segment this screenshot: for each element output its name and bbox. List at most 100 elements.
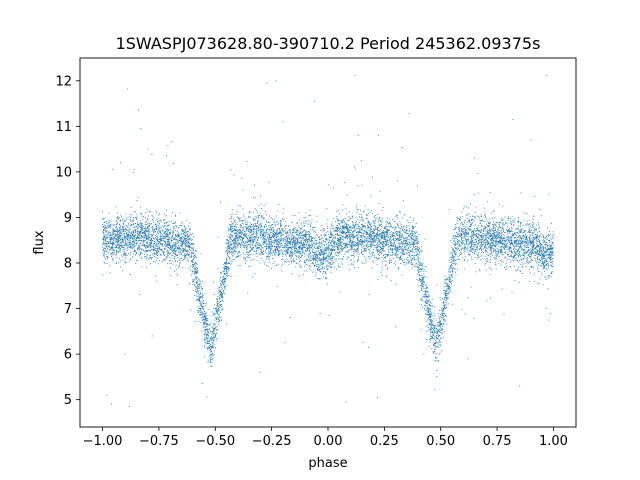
data-point — [486, 253, 488, 255]
data-point — [112, 241, 114, 243]
data-point — [132, 253, 134, 255]
data-point — [497, 251, 499, 253]
data-point — [258, 227, 259, 229]
data-point — [499, 240, 501, 242]
data-point — [341, 232, 342, 233]
data-point — [366, 244, 368, 246]
data-point — [190, 247, 192, 249]
data-point — [369, 250, 371, 252]
data-point — [215, 326, 217, 328]
data-point — [370, 239, 372, 240]
data-point — [337, 220, 339, 222]
data-point — [143, 232, 145, 234]
data-point — [115, 237, 117, 239]
data-point — [496, 232, 498, 234]
data-point — [247, 240, 249, 242]
data-point — [219, 312, 221, 313]
data-point — [467, 239, 469, 241]
data-point — [467, 217, 469, 219]
data-point — [454, 271, 456, 273]
data-point — [251, 237, 253, 239]
data-point — [511, 252, 512, 254]
data-point — [105, 235, 107, 237]
data-point — [299, 251, 301, 252]
data-point — [454, 224, 456, 226]
data-point — [228, 251, 230, 253]
data-point — [189, 228, 191, 230]
data-point — [537, 252, 538, 254]
data-point — [120, 266, 121, 268]
data-point — [470, 236, 471, 238]
data-point — [321, 237, 323, 239]
data-point — [225, 268, 227, 270]
data-point — [106, 234, 108, 236]
data-point — [347, 219, 349, 221]
data-point — [526, 220, 528, 222]
data-point — [468, 238, 469, 240]
data-point — [301, 228, 302, 230]
data-point — [279, 250, 281, 252]
data-point — [468, 243, 470, 245]
data-point — [268, 221, 270, 223]
data-point — [333, 246, 335, 248]
data-point — [167, 224, 169, 226]
data-point — [206, 318, 208, 320]
data-point — [439, 324, 441, 326]
data-point — [526, 246, 528, 248]
data-point — [171, 239, 173, 241]
data-point — [471, 251, 473, 253]
data-point — [302, 226, 304, 228]
data-point — [358, 254, 360, 256]
data-point — [268, 237, 270, 238]
data-point — [351, 264, 353, 266]
data-point — [197, 296, 199, 297]
data-point — [418, 274, 420, 276]
data-point — [541, 272, 543, 274]
data-point — [303, 252, 305, 254]
data-point — [453, 268, 455, 269]
data-point — [404, 246, 406, 248]
data-point — [439, 310, 441, 311]
data-point — [473, 244, 475, 246]
data-point — [462, 231, 464, 233]
data-point — [331, 227, 333, 229]
data-point — [170, 253, 171, 255]
data-point — [228, 257, 230, 259]
data-point — [549, 261, 551, 262]
data-point — [341, 225, 343, 227]
data-point — [489, 243, 491, 245]
data-point — [477, 242, 479, 244]
data-point — [156, 243, 158, 245]
data-point — [524, 252, 526, 254]
data-point — [266, 247, 267, 249]
data-point — [182, 241, 184, 243]
data-point — [323, 250, 325, 251]
data-point — [332, 187, 334, 189]
data-point — [349, 241, 351, 242]
data-point — [371, 267, 373, 269]
data-point — [115, 230, 117, 232]
data-point — [470, 286, 472, 288]
data-point — [391, 239, 393, 241]
data-point — [105, 243, 107, 245]
data-point — [428, 298, 430, 300]
data-point — [394, 225, 396, 227]
data-point — [312, 271, 314, 273]
data-point — [408, 230, 410, 232]
data-point — [397, 243, 399, 244]
data-point — [500, 222, 501, 224]
data-point — [401, 226, 403, 228]
data-point — [297, 238, 299, 240]
data-point — [542, 263, 543, 265]
data-point — [144, 237, 146, 239]
data-point — [491, 242, 492, 244]
data-point — [135, 218, 137, 219]
data-point — [486, 244, 488, 246]
data-point — [213, 314, 215, 316]
data-point — [117, 229, 118, 231]
data-point — [525, 242, 527, 244]
data-point — [164, 258, 166, 260]
data-point — [292, 230, 294, 231]
data-point — [172, 263, 174, 265]
data-point — [513, 220, 515, 222]
